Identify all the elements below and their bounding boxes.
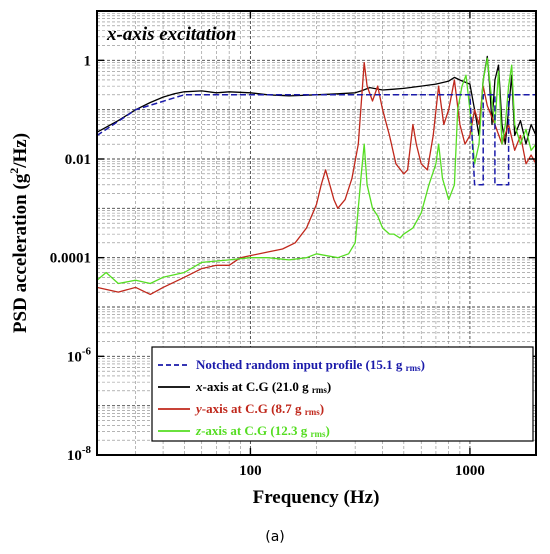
y-tick-label: 0.01 (65, 152, 91, 168)
series-line (96, 57, 537, 285)
chart-title: x-axis excitation (106, 24, 236, 45)
series-layer (96, 55, 537, 296)
x-tick-label: 1000 (455, 463, 485, 479)
x-axis-label: Frequency (Hz) (253, 487, 380, 508)
y-tick-label: 0.0001 (50, 251, 91, 267)
legend: Notched random input profile (15.1 g rms… (151, 346, 534, 442)
legend-entry: y-axis at C.G (8.7 g rms) (194, 401, 324, 417)
y-tick-label: 10-6 (67, 345, 92, 365)
y-tick-label: 10-8 (67, 444, 92, 464)
legend-entry: z-axis at C.G (12.3 g rms) (195, 423, 330, 439)
y-axis-label: PSD acceleration (g2/Hz) (7, 133, 31, 333)
series-line (96, 55, 537, 145)
panel-label: (a) (265, 529, 285, 545)
plot-frame (96, 10, 537, 456)
legend-entry: Notched random input profile (15.1 g rms… (196, 357, 425, 373)
tick-labels: 100 1000 1 0.01 0.0001 10-6 10-8 (50, 11, 536, 479)
x-tick-label: 100 (239, 463, 262, 479)
y-tick-label: 1 (84, 53, 92, 69)
legend-box (151, 346, 534, 442)
legend-entry: x-axis at C.G (21.0 g rms) (195, 379, 331, 395)
series-line (96, 94, 536, 186)
